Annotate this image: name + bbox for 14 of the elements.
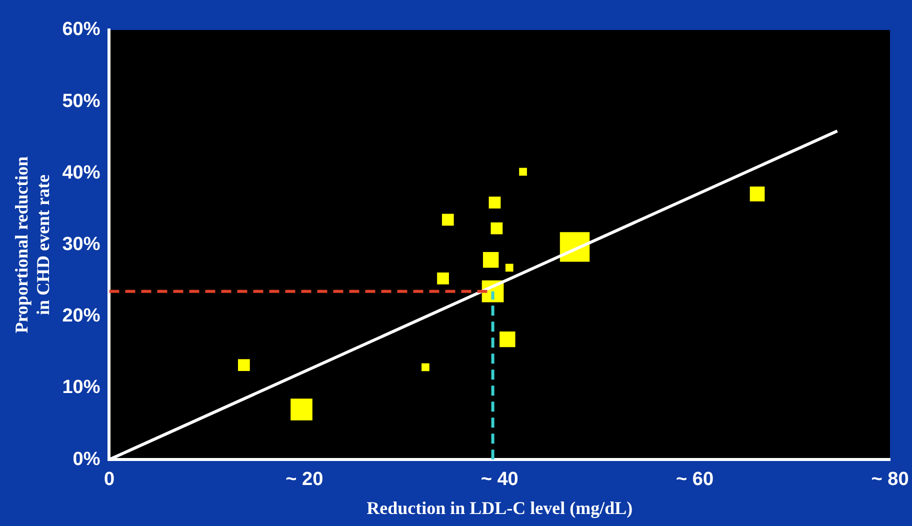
x-tick-label: ~ 40 bbox=[480, 469, 518, 490]
y-tick-label: 60% bbox=[62, 19, 100, 40]
y-tick-label: 0% bbox=[72, 448, 100, 470]
x-tick-label: ~ 80 bbox=[871, 469, 909, 490]
y-tick-label: 10% bbox=[62, 377, 100, 398]
x-tick-label: 0 bbox=[104, 469, 115, 490]
y-tick-label: 30% bbox=[62, 234, 100, 256]
y-tick-label: 20% bbox=[62, 306, 100, 327]
y-tick-label: 40% bbox=[62, 162, 100, 184]
y-axis-title: Proportional reduction in CHD event rate bbox=[11, 156, 54, 334]
x-tick-label: ~ 20 bbox=[286, 469, 324, 490]
y-tick-label: 50% bbox=[62, 90, 100, 112]
x-axis-title: Reduction in LDL-C level (mg/dL) bbox=[366, 498, 633, 518]
x-tick-label: ~ 60 bbox=[676, 469, 714, 490]
